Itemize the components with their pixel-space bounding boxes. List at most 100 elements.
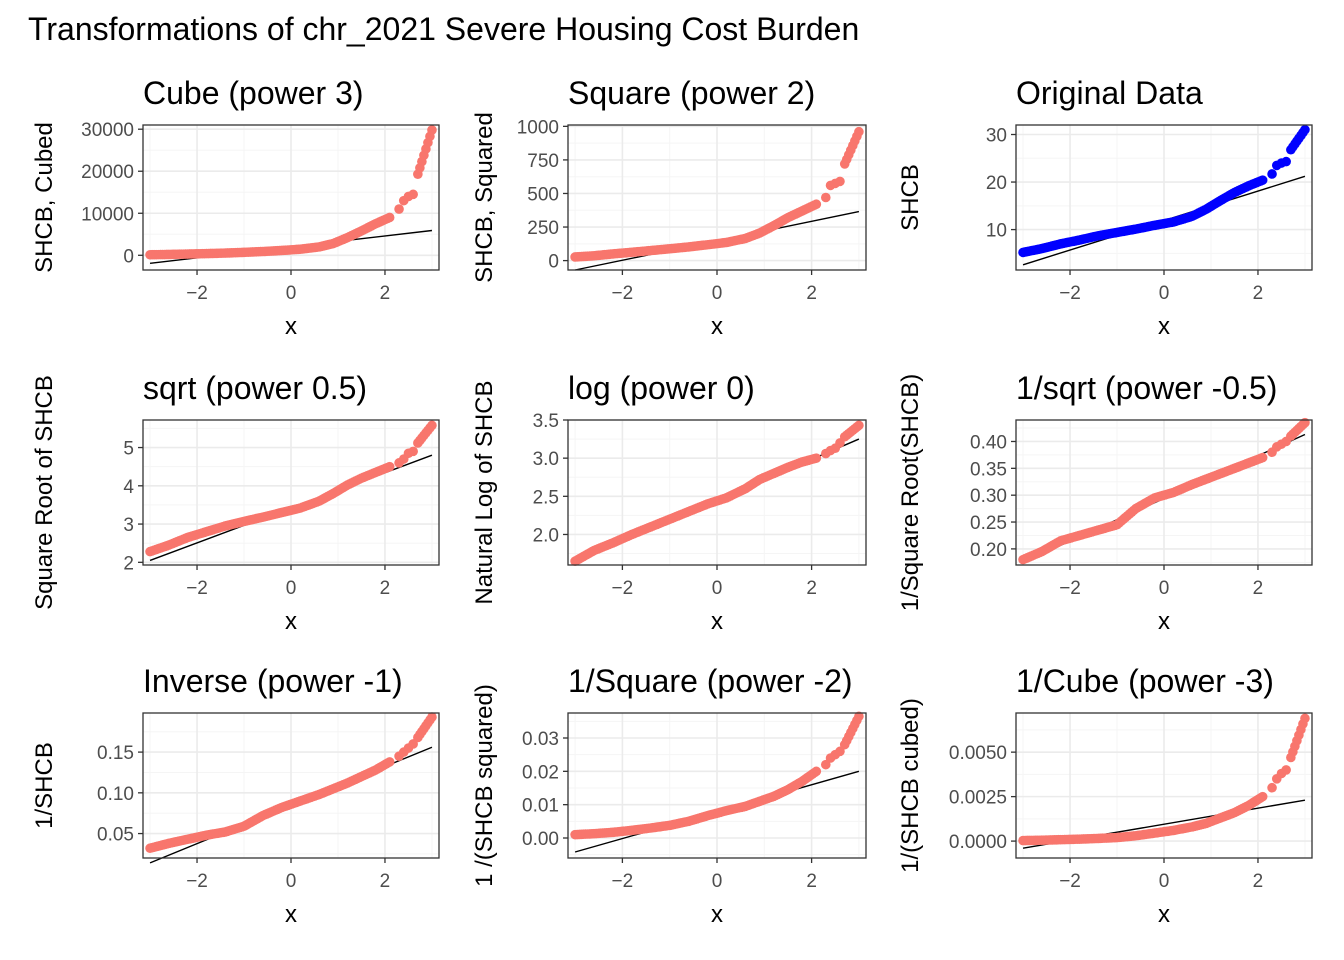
qq-point xyxy=(1093,525,1104,535)
qq-point xyxy=(1201,204,1212,214)
x-tick-label: −2 xyxy=(1059,871,1081,892)
qq-point xyxy=(1149,220,1160,231)
qq-point xyxy=(1243,458,1254,468)
qq-point xyxy=(1112,519,1122,530)
qq-point xyxy=(1168,825,1179,836)
qq-point xyxy=(1243,800,1254,811)
qq-point xyxy=(1257,452,1268,463)
y-tick-label: 0.10 xyxy=(97,784,134,805)
qq-point xyxy=(854,126,864,137)
y-axis-label: 1/Square Root(SHCB) xyxy=(897,374,924,611)
qq-point xyxy=(220,248,231,258)
qq-point xyxy=(608,827,618,838)
qq-point xyxy=(1215,813,1226,823)
panel-title: sqrt (power 0.5) xyxy=(143,370,367,406)
qq-point xyxy=(1055,239,1066,249)
panel-7: −2 0 2 0.05 0.10 0.15 Inverse (power -1) x 1/SHC… xyxy=(31,663,440,928)
qq-point xyxy=(721,237,732,248)
qq-point xyxy=(295,796,306,806)
qq-point xyxy=(1131,224,1141,234)
x-tick-label: 0 xyxy=(712,871,723,892)
qq-point xyxy=(627,529,637,540)
qq-point xyxy=(1018,247,1028,258)
qq-point xyxy=(754,228,765,238)
x-axis-label: x xyxy=(711,608,723,635)
qq-point xyxy=(768,220,779,231)
qq-point xyxy=(356,771,367,782)
y-tick-label: 4 xyxy=(123,477,134,498)
x-axis-label: x xyxy=(711,313,723,340)
y-tick-label: 0.30 xyxy=(970,486,1007,507)
qq-point xyxy=(664,243,675,254)
y-tick-label: 3 xyxy=(123,515,134,536)
y-axis-label: SHCB, Cubed xyxy=(31,122,58,273)
qq-point xyxy=(702,239,713,250)
x-tick-label: −2 xyxy=(612,871,634,892)
y-tick-label: 1000 xyxy=(517,117,559,138)
x-tick-label: 0 xyxy=(286,578,297,599)
x-tick-label: −2 xyxy=(186,283,208,304)
qq-point xyxy=(835,176,845,187)
x-tick-label: 2 xyxy=(380,283,391,304)
y-tick-label: 3.5 xyxy=(533,411,559,432)
panel-title: Inverse (power -1) xyxy=(143,663,403,699)
x-tick-label: 0 xyxy=(1159,871,1170,892)
y-tick-label: 0.0050 xyxy=(949,743,1007,764)
qq-point xyxy=(768,468,779,479)
qq-point xyxy=(295,503,306,513)
qq-point xyxy=(276,507,287,518)
qq-point xyxy=(1300,713,1310,724)
qq-point xyxy=(740,233,751,244)
qq-point xyxy=(258,512,268,522)
qq-point xyxy=(854,711,864,722)
qq-point xyxy=(314,789,324,800)
qq-point xyxy=(839,159,850,169)
qq-point xyxy=(854,420,864,431)
qq-point xyxy=(839,739,850,750)
qq-point xyxy=(589,545,599,556)
panel-title: 1/sqrt (power -0.5) xyxy=(1016,370,1277,406)
qq-point xyxy=(1074,530,1085,541)
qq-point xyxy=(182,249,193,259)
figure-title: Transformations of chr_2021 Severe Housi… xyxy=(28,11,859,47)
panel-title: 1/Square (power -2) xyxy=(568,663,853,699)
qq-point xyxy=(220,827,231,837)
panel-9: −2 0 2 0.0000 0.0025 0.0050 1/Cube (power -3) x… xyxy=(897,663,1313,928)
qq-point xyxy=(820,759,831,770)
qq-point xyxy=(721,493,732,503)
y-axis-label: 1 /(SHCB squared) xyxy=(471,684,498,887)
qq-point xyxy=(1243,181,1254,191)
qq-point xyxy=(1055,834,1066,845)
y-tick-label: 0.35 xyxy=(970,459,1007,480)
qq-point xyxy=(608,538,618,548)
x-tick-label: 0 xyxy=(1159,578,1170,599)
qq-point xyxy=(721,805,732,816)
y-tick-label: 10 xyxy=(986,221,1007,242)
y-tick-label: 0.25 xyxy=(970,513,1007,534)
y-tick-label: 0 xyxy=(548,252,559,273)
qq-point xyxy=(1093,833,1104,844)
qq-point xyxy=(754,474,765,485)
y-tick-label: 0.40 xyxy=(970,432,1007,453)
qq-point xyxy=(1300,417,1310,428)
qq-point xyxy=(239,821,249,832)
qq-point xyxy=(1131,503,1141,514)
qq-point xyxy=(1074,834,1085,844)
qq-point xyxy=(408,446,418,457)
y-tick-label: 2.0 xyxy=(533,525,559,546)
x-tick-label: 2 xyxy=(806,283,817,304)
qq-point xyxy=(342,778,353,788)
qq-point xyxy=(645,823,656,833)
x-tick-label: 2 xyxy=(806,871,817,892)
qq-point xyxy=(645,245,656,256)
y-tick-label: 0.15 xyxy=(97,743,134,764)
x-tick-label: 2 xyxy=(1253,578,1264,599)
y-tick-label: 3.0 xyxy=(533,449,559,470)
qq-point xyxy=(1257,175,1268,185)
qq-point xyxy=(797,206,807,216)
qq-point xyxy=(1286,752,1296,763)
qq-point xyxy=(683,506,694,517)
qq-point xyxy=(314,496,324,506)
qq-point xyxy=(1168,487,1179,498)
